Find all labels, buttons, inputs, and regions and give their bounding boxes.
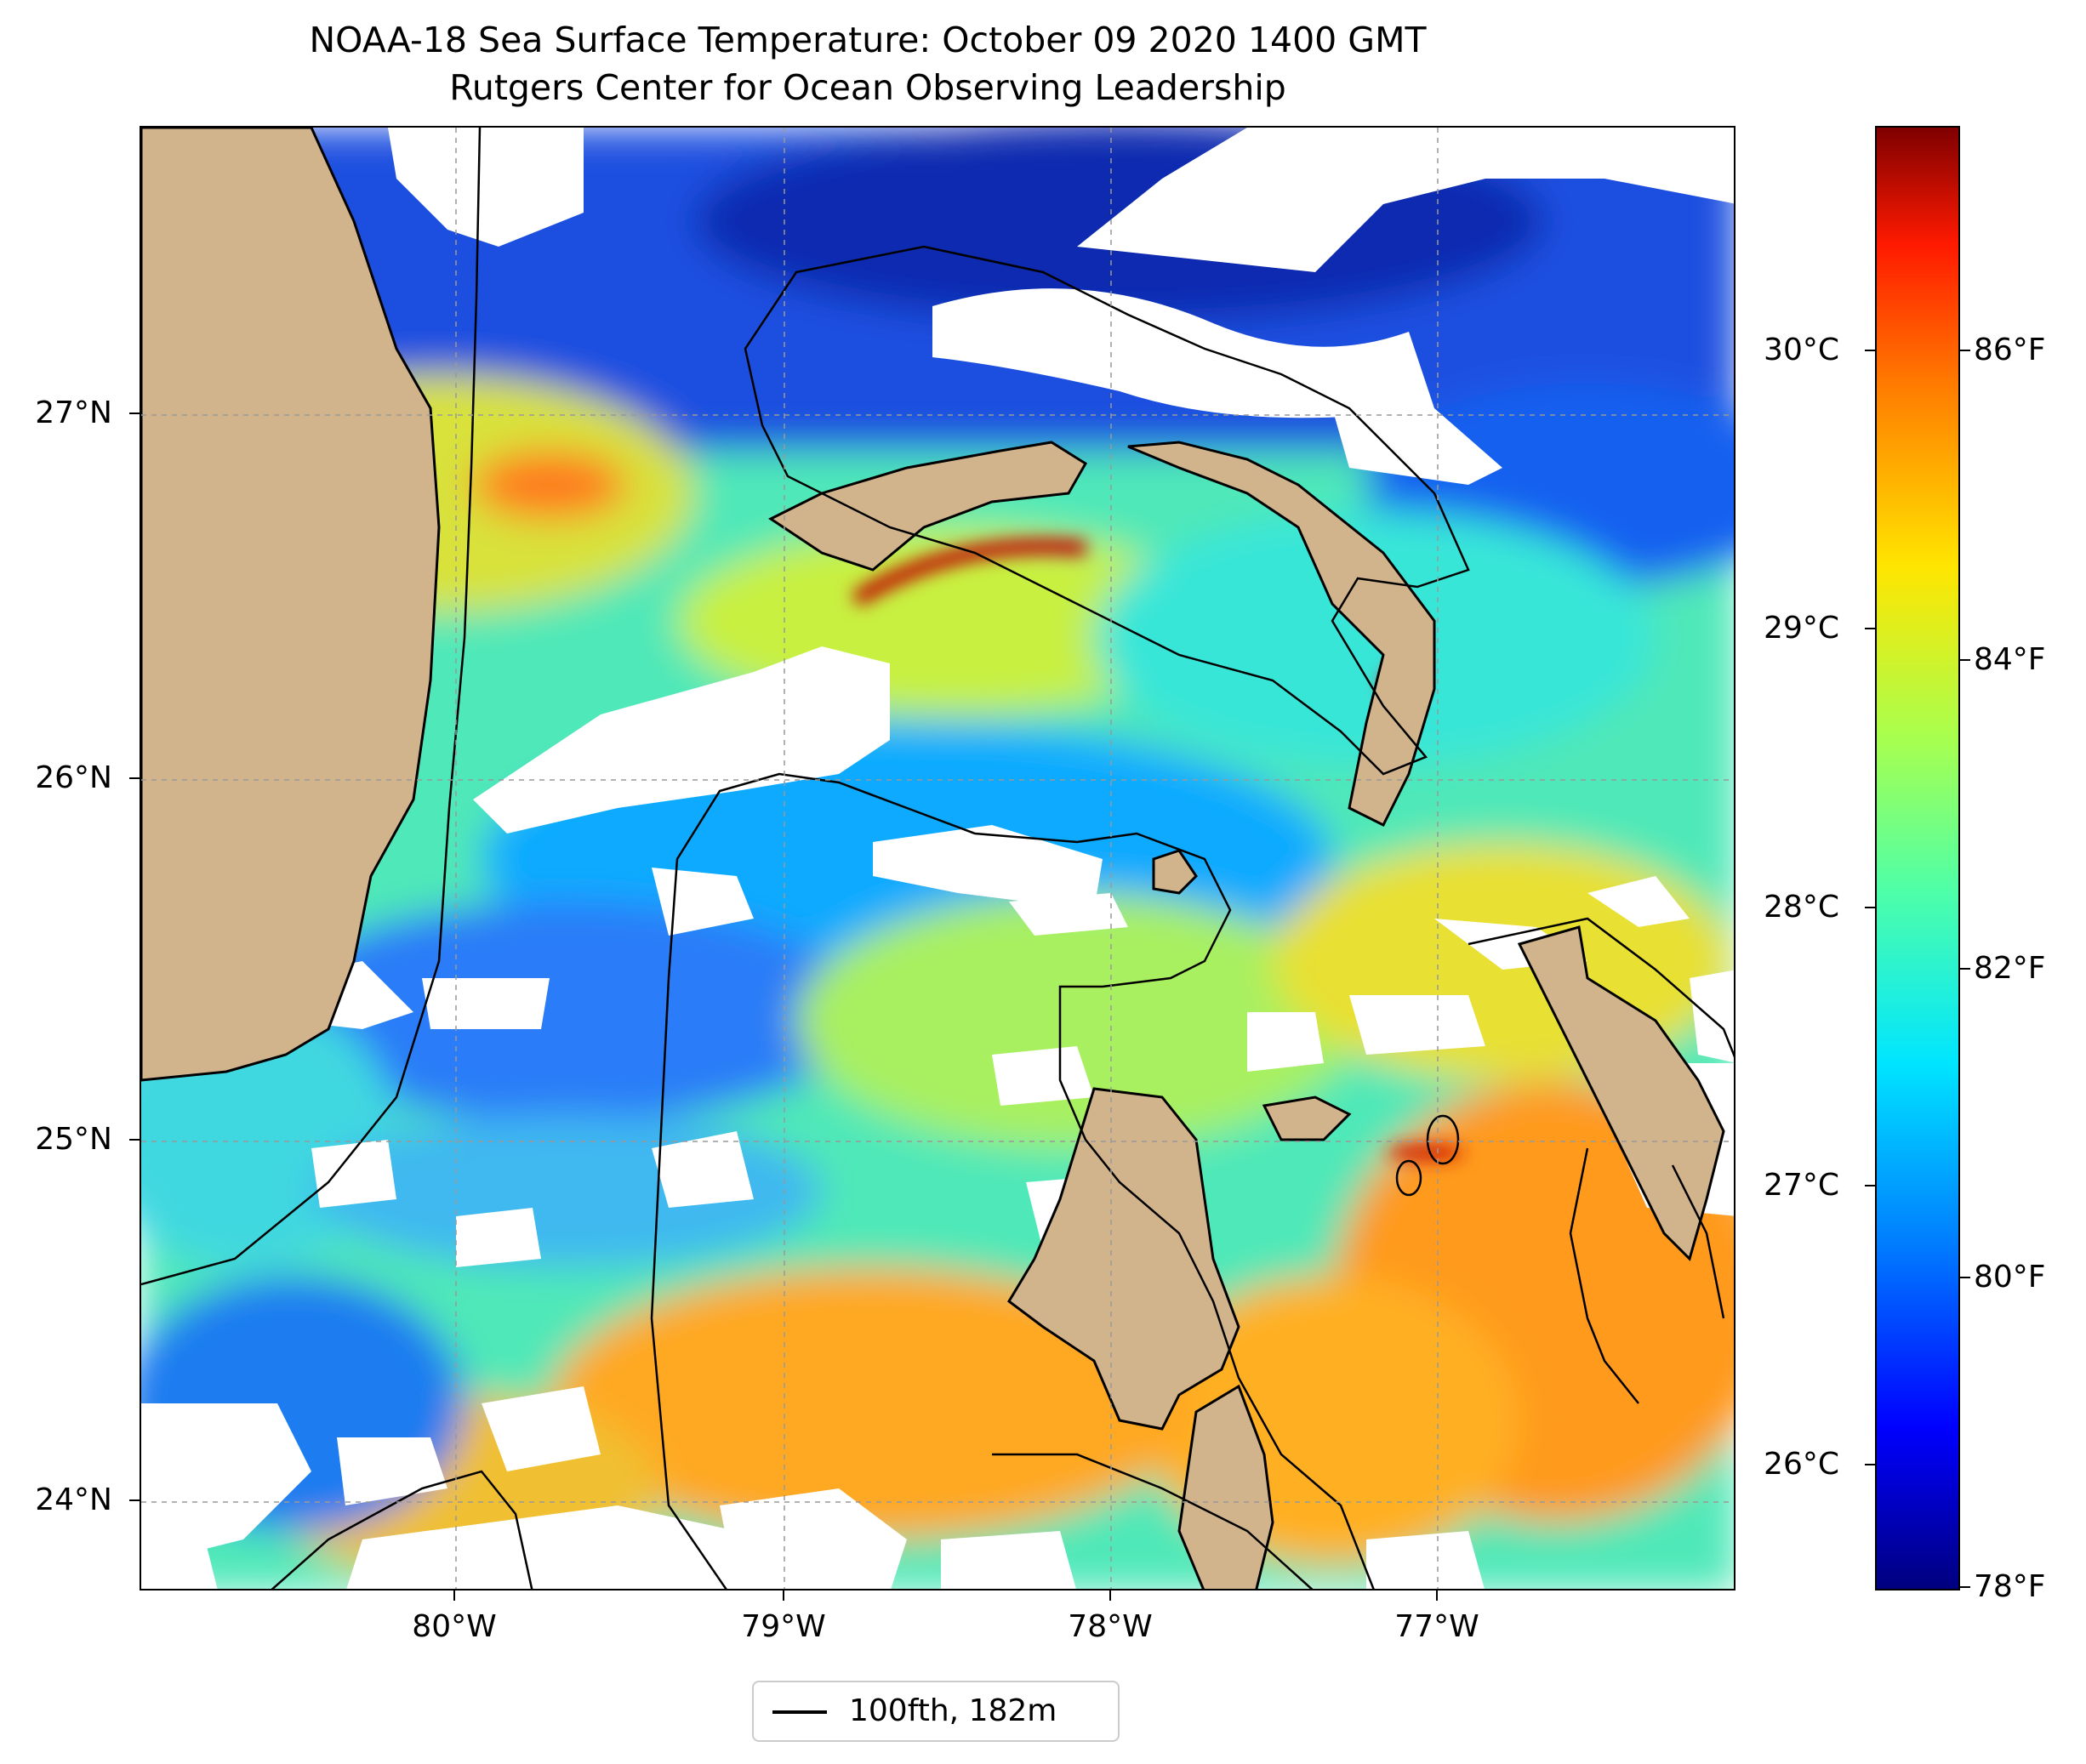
x-tick-label: 77°W bbox=[1394, 1609, 1479, 1644]
colorbar-celsius-label: 30°C bbox=[1764, 333, 1839, 367]
colorbar-c-tick bbox=[1865, 1464, 1875, 1465]
colorbar-celsius-label: 26°C bbox=[1764, 1447, 1839, 1482]
colorbar-c-tick bbox=[1865, 350, 1875, 351]
x-tick-label: 79°W bbox=[741, 1609, 826, 1644]
colorbar-f-tick bbox=[1960, 659, 1970, 661]
eleuthera bbox=[1517, 925, 1725, 1261]
colorbar-fahrenheit-label: 80°F bbox=[1974, 1260, 2046, 1295]
y-tick-label: 24°N bbox=[35, 1482, 112, 1517]
florida-peninsula bbox=[141, 128, 441, 1082]
sst-map bbox=[140, 126, 1735, 1590]
colorbar-f-tick bbox=[1960, 1277, 1970, 1278]
chart-subtitle: Rutgers Center for Ocean Observing Leade… bbox=[449, 67, 1286, 108]
y-tick-mark bbox=[129, 1499, 140, 1501]
colorbar-f-tick bbox=[1960, 968, 1970, 970]
great-abaco-island bbox=[1127, 441, 1436, 828]
x-tick-mark bbox=[1109, 1590, 1111, 1601]
gridlines bbox=[141, 128, 1734, 1589]
legend: 100fth, 182m bbox=[752, 1681, 1120, 1742]
sst-map-canvas bbox=[141, 128, 1734, 1589]
cloud-mask bbox=[141, 128, 1734, 1589]
colorbar-f-tick bbox=[1960, 1586, 1970, 1588]
x-tick-label: 78°W bbox=[1068, 1609, 1153, 1644]
land bbox=[141, 128, 1725, 1589]
y-tick-label: 27°N bbox=[35, 395, 112, 430]
colorbar bbox=[1875, 126, 1960, 1590]
x-tick-mark bbox=[783, 1590, 784, 1601]
colorbar-celsius-label: 29°C bbox=[1764, 611, 1839, 646]
legend-label: 100fth, 182m bbox=[849, 1693, 1057, 1728]
colorbar-c-tick bbox=[1865, 1185, 1875, 1186]
y-tick-mark bbox=[129, 413, 140, 414]
x-tick-mark bbox=[1436, 1590, 1438, 1601]
y-tick-mark bbox=[129, 777, 140, 779]
colorbar-fahrenheit-label: 84°F bbox=[1974, 642, 2046, 677]
isobath-100fth bbox=[141, 128, 1734, 1589]
y-tick-mark bbox=[129, 1139, 140, 1141]
x-tick-mark bbox=[453, 1590, 455, 1601]
colorbar-f-tick bbox=[1960, 350, 1970, 351]
y-tick-label: 25°N bbox=[35, 1122, 112, 1157]
colorbar-fahrenheit-label: 82°F bbox=[1974, 951, 2046, 986]
y-tick-label: 26°N bbox=[35, 760, 112, 795]
colorbar-celsius-label: 27°C bbox=[1764, 1168, 1839, 1203]
colorbar-c-tick bbox=[1865, 628, 1875, 629]
colorbar-celsius-label: 28°C bbox=[1764, 890, 1839, 925]
colorbar-fahrenheit-label: 78°F bbox=[1974, 1569, 2046, 1604]
south-andros bbox=[1177, 1384, 1274, 1589]
grand-bahama-island bbox=[768, 441, 1088, 572]
x-tick-label: 80°W bbox=[412, 1609, 497, 1644]
colorbar-c-tick bbox=[1865, 907, 1875, 908]
andros-island bbox=[1007, 1087, 1240, 1431]
legend-line-swatch bbox=[772, 1710, 827, 1714]
berry-islands bbox=[1152, 849, 1198, 895]
new-providence bbox=[1262, 1095, 1352, 1141]
colorbar-fahrenheit-label: 86°F bbox=[1974, 333, 2046, 367]
chart-title: NOAA-18 Sea Surface Temperature: October… bbox=[309, 20, 1427, 60]
